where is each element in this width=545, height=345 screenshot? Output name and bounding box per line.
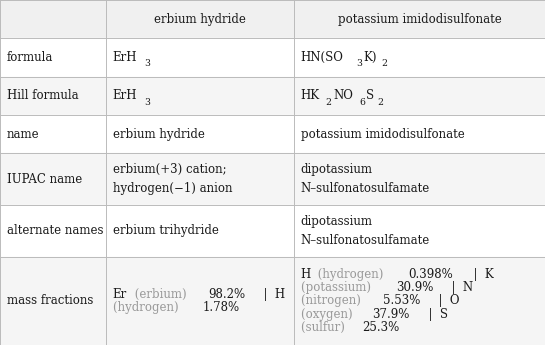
Text: |  O: | O bbox=[431, 294, 459, 307]
Text: erbium hydride: erbium hydride bbox=[154, 13, 246, 26]
Text: erbium(+3) cation;
hydrogen(−1) anion: erbium(+3) cation; hydrogen(−1) anion bbox=[113, 163, 232, 195]
Text: erbium trihydride: erbium trihydride bbox=[113, 225, 219, 237]
Text: |  H: | H bbox=[256, 288, 285, 301]
Text: 25.3%: 25.3% bbox=[362, 321, 399, 334]
Text: 2: 2 bbox=[377, 98, 383, 107]
Text: alternate names: alternate names bbox=[7, 225, 103, 237]
Text: |  K: | K bbox=[466, 268, 494, 281]
Text: 98.2%: 98.2% bbox=[208, 288, 245, 301]
Text: IUPAC name: IUPAC name bbox=[7, 173, 82, 186]
Text: 2: 2 bbox=[325, 98, 331, 107]
Text: (nitrogen): (nitrogen) bbox=[301, 294, 365, 307]
Text: |  S: | S bbox=[421, 307, 447, 321]
Text: NO: NO bbox=[333, 89, 353, 102]
Text: 3: 3 bbox=[144, 98, 150, 107]
Text: K): K) bbox=[364, 51, 377, 64]
Text: formula: formula bbox=[7, 51, 53, 64]
Text: mass fractions: mass fractions bbox=[7, 294, 93, 307]
Text: 6: 6 bbox=[359, 98, 365, 107]
Text: 1.78%: 1.78% bbox=[202, 301, 239, 314]
Text: (sulfur): (sulfur) bbox=[301, 321, 348, 334]
Text: HN(SO: HN(SO bbox=[301, 51, 344, 64]
Text: (potassium): (potassium) bbox=[301, 281, 374, 294]
Text: (hydrogen): (hydrogen) bbox=[314, 268, 387, 281]
Text: potassium imidodisulfonate: potassium imidodisulfonate bbox=[338, 13, 501, 26]
Text: 2: 2 bbox=[381, 59, 387, 68]
Text: HK: HK bbox=[301, 89, 320, 102]
Text: |  N: | N bbox=[444, 281, 474, 294]
Text: ErH: ErH bbox=[113, 89, 137, 102]
Text: (oxygen): (oxygen) bbox=[301, 307, 356, 321]
Text: S: S bbox=[366, 89, 374, 102]
Text: 37.9%: 37.9% bbox=[372, 307, 410, 321]
Text: 5.53%: 5.53% bbox=[383, 294, 420, 307]
Text: ErH: ErH bbox=[113, 51, 137, 64]
Text: 3: 3 bbox=[144, 59, 150, 68]
Text: H: H bbox=[301, 268, 311, 281]
Text: dipotassium
N–sulfonatosulfamate: dipotassium N–sulfonatosulfamate bbox=[301, 163, 430, 195]
Text: 30.9%: 30.9% bbox=[396, 281, 433, 294]
Text: name: name bbox=[7, 128, 39, 141]
Text: 3: 3 bbox=[356, 59, 362, 68]
Text: (erbium): (erbium) bbox=[131, 288, 191, 301]
Text: dipotassium
N–sulfonatosulfamate: dipotassium N–sulfonatosulfamate bbox=[301, 215, 430, 247]
Text: Er: Er bbox=[113, 288, 127, 301]
Text: erbium hydride: erbium hydride bbox=[113, 128, 205, 141]
Text: 0.398%: 0.398% bbox=[408, 268, 453, 281]
Text: potassium imidodisulfonate: potassium imidodisulfonate bbox=[301, 128, 464, 141]
Text: (hydrogen): (hydrogen) bbox=[113, 301, 182, 314]
Text: Hill formula: Hill formula bbox=[7, 89, 78, 102]
